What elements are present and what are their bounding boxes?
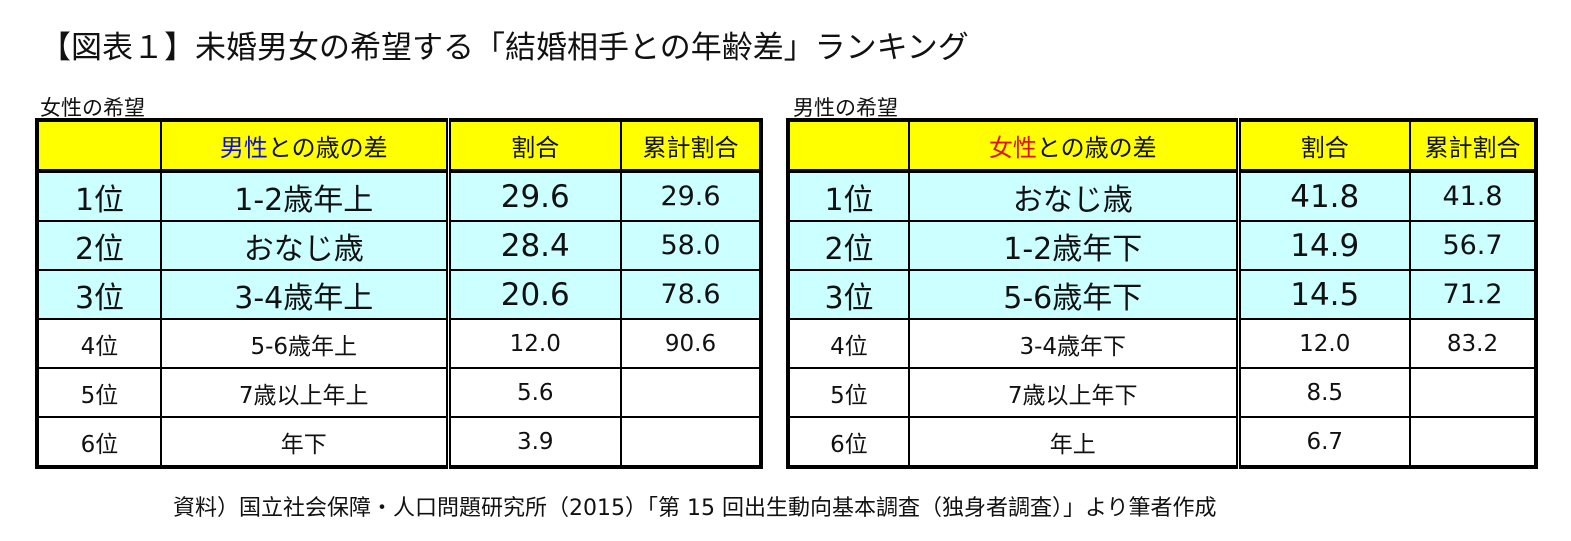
category-cell: おなじ歳 [160,220,449,271]
source-caption: 資料）国立社会保障・人口問題研究所（2015）「第 15 回出生動向基本調査（独… [173,496,1217,521]
category-cell: 1-2歳年下 [908,220,1239,271]
cumulative-cell: 41.8 [1409,170,1537,222]
category-cell: 5-6歳年上 [160,318,449,369]
cumulative-cell: 90.6 [620,318,762,369]
table-row: 2位 おなじ歳 28.4 58.0 [36,220,762,271]
cumulative-cell [1409,416,1537,468]
share-cell: 6.7 [1235,416,1411,468]
women-ranking-table: 男性との歳の差 割合 累計割合 1位 1-2歳年上 29.6 29.6 2位 お… [35,118,763,469]
cumulative-cell [620,367,762,418]
category-cell: 年下 [160,416,449,468]
header-rank [787,119,910,173]
header-category: 男性との歳の差 [160,119,449,173]
rank-cell: 6位 [787,416,910,468]
header-share: 割合 [1235,119,1411,173]
table-header-row: 男性との歳の差 割合 累計割合 [36,119,762,173]
rank-cell: 3位 [36,269,162,320]
header-cumulative: 累計割合 [1409,119,1537,173]
share-cell: 3.9 [445,416,622,468]
category-cell: 7歳以上年上 [160,367,449,418]
rank-cell: 4位 [36,318,162,369]
cumulative-cell [620,416,762,468]
header-share: 割合 [445,119,622,173]
share-cell: 41.8 [1235,170,1411,222]
table-row: 4位 3-4歳年下 12.0 83.2 [787,318,1537,369]
cumulative-cell: 29.6 [620,170,762,222]
rank-cell: 5位 [36,367,162,418]
category-cell: 7歳以上年下 [908,367,1239,418]
cumulative-cell: 71.2 [1409,269,1537,320]
table-row: 1位 1-2歳年上 29.6 29.6 [36,170,762,222]
table-row: 5位 7歳以上年下 8.5 [787,367,1537,418]
category-cell: 1-2歳年上 [160,170,449,222]
header-category-highlight: 女性 [988,134,1037,162]
table-row: 6位 年上 6.7 [787,416,1537,468]
rank-cell: 5位 [787,367,910,418]
header-category-rest: との歳の差 [267,134,388,162]
share-cell: 14.9 [1235,220,1411,271]
men-table-label: 男性の希望 [793,96,898,120]
table-row: 3位 5-6歳年下 14.5 71.2 [787,269,1537,320]
figure-title: 【図表１】未婚男女の希望する「結婚相手との年齢差」ランキング [40,30,969,66]
header-category-rest: との歳の差 [1036,134,1157,162]
rank-cell: 2位 [787,220,910,271]
table-header-row: 女性との歳の差 割合 累計割合 [787,119,1537,173]
rank-cell: 1位 [36,170,162,222]
men-ranking-table: 女性との歳の差 割合 累計割合 1位 おなじ歳 41.8 41.8 2位 1-2… [786,118,1538,469]
category-cell: 3-4歳年下 [908,318,1239,369]
rank-cell: 1位 [787,170,910,222]
cumulative-cell: 58.0 [620,220,762,271]
rank-cell: 6位 [36,416,162,468]
share-cell: 28.4 [445,220,622,271]
table-row: 6位 年下 3.9 [36,416,762,468]
cumulative-cell [1409,367,1537,418]
category-cell: 5-6歳年下 [908,269,1239,320]
category-cell: おなじ歳 [908,170,1239,222]
share-cell: 29.6 [445,170,622,222]
women-table-label: 女性の希望 [40,96,145,120]
category-cell: 3-4歳年上 [160,269,449,320]
table-row: 1位 おなじ歳 41.8 41.8 [787,170,1537,222]
table-row: 5位 7歳以上年上 5.6 [36,367,762,418]
share-cell: 14.5 [1235,269,1411,320]
table-row: 3位 3-4歳年上 20.6 78.6 [36,269,762,320]
category-cell: 年上 [908,416,1239,468]
rank-cell: 3位 [787,269,910,320]
share-cell: 5.6 [445,367,622,418]
header-category: 女性との歳の差 [908,119,1239,173]
share-cell: 12.0 [445,318,622,369]
cumulative-cell: 83.2 [1409,318,1537,369]
cumulative-cell: 56.7 [1409,220,1537,271]
cumulative-cell: 78.6 [620,269,762,320]
share-cell: 20.6 [445,269,622,320]
header-cumulative: 累計割合 [620,119,762,173]
rank-cell: 4位 [787,318,910,369]
table-row: 2位 1-2歳年下 14.9 56.7 [787,220,1537,271]
table-row: 4位 5-6歳年上 12.0 90.6 [36,318,762,369]
header-category-highlight: 男性 [219,134,268,162]
rank-cell: 2位 [36,220,162,271]
share-cell: 12.0 [1235,318,1411,369]
share-cell: 8.5 [1235,367,1411,418]
header-rank [36,119,162,173]
